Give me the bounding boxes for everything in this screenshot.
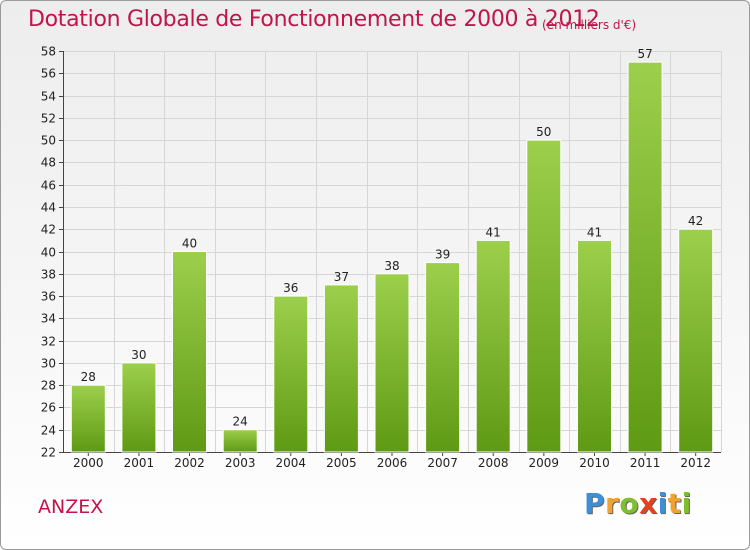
logo-letter: i — [681, 487, 692, 520]
x-tick-label: 2004 — [276, 456, 307, 470]
x-tick-label: 2009 — [529, 456, 560, 470]
bar-value-label: 36 — [283, 281, 298, 295]
bar-value-label: 30 — [131, 348, 146, 362]
chart-title: Dotation Globale de Fonctionnement de 20… — [28, 7, 600, 32]
y-tick-label: 50 — [41, 134, 56, 148]
x-tick-label: 2000 — [73, 456, 104, 470]
bar-value-label: 37 — [334, 270, 349, 284]
y-tick-label: 46 — [41, 179, 56, 193]
logo-letter: o — [619, 487, 640, 520]
y-tick-label: 58 — [41, 45, 56, 59]
bar — [121, 362, 157, 453]
x-tick-label: 2001 — [124, 456, 155, 470]
bar-value-label: 28 — [81, 370, 96, 384]
bar-value-label: 24 — [233, 415, 248, 429]
y-tick-label: 42 — [41, 223, 56, 237]
x-tick-label: 2003 — [225, 456, 256, 470]
bar — [172, 251, 207, 453]
y-tick-label: 38 — [41, 268, 56, 282]
bar — [222, 429, 258, 453]
y-tick-label: 52 — [41, 112, 56, 126]
bar-value-label: 41 — [486, 225, 501, 239]
y-tick-label: 22 — [41, 446, 56, 460]
y-tick-label: 36 — [41, 290, 56, 304]
bar — [627, 61, 663, 453]
bar-value-label: 41 — [587, 225, 602, 239]
x-tick-label: 2011 — [630, 456, 661, 470]
y-tick-label: 48 — [41, 156, 56, 170]
bars — [70, 61, 714, 453]
y-tick-label: 30 — [41, 357, 56, 371]
logo-letter: r — [605, 487, 620, 520]
chart-unit-note: (en milliers d'€) — [542, 18, 637, 32]
x-tick-label: 2005 — [326, 456, 357, 470]
x-tick-label: 2006 — [377, 456, 408, 470]
y-tick-label: 44 — [41, 201, 56, 215]
town-name: ANZEX — [38, 496, 104, 518]
axes: 22 24 26 28 30 32 34 36 38 40 42 44 46 48 50 52 54 56 58 — [41, 45, 721, 460]
bar — [374, 273, 410, 453]
proxiti-logo[interactable]: Proxiti — [584, 487, 692, 520]
bar-value-label: 50 — [536, 125, 551, 139]
bar — [425, 262, 461, 453]
bar — [273, 295, 309, 453]
labels: 28 2000 30 2001 40 2002 24 2003 36 2004 37 2005 38 20… — [73, 47, 711, 470]
bar-value-label: 39 — [435, 248, 450, 262]
bar — [323, 284, 359, 453]
y-tick-label: 26 — [41, 401, 56, 415]
bar-value-label: 38 — [384, 259, 399, 273]
y-tick-label: 24 — [41, 424, 56, 438]
bar-value-label: 42 — [688, 214, 703, 228]
x-tick-label: 2008 — [478, 456, 509, 470]
y-tick-label: 32 — [41, 335, 56, 349]
logo-letter: i — [657, 487, 668, 520]
y-tick-label: 56 — [41, 67, 56, 81]
y-tick-label: 54 — [41, 90, 56, 104]
x-tick-label: 2012 — [680, 456, 711, 470]
y-tick-label: 40 — [41, 246, 56, 260]
bar-value-label: 57 — [637, 47, 652, 61]
bar — [678, 228, 714, 453]
x-tick-label: 2007 — [427, 456, 458, 470]
x-tick-label: 2010 — [579, 456, 610, 470]
logo-letter: P — [584, 487, 606, 520]
bar — [475, 239, 511, 453]
y-tick-label: 34 — [41, 312, 56, 326]
bar — [577, 239, 612, 453]
logo-letter: t — [667, 487, 682, 520]
logo-letter: x — [639, 487, 658, 520]
y-tick-label: 28 — [41, 379, 56, 393]
x-tick-label: 2002 — [174, 456, 205, 470]
bar-value-label: 40 — [182, 237, 197, 251]
bar — [526, 139, 562, 453]
bar — [70, 384, 106, 453]
